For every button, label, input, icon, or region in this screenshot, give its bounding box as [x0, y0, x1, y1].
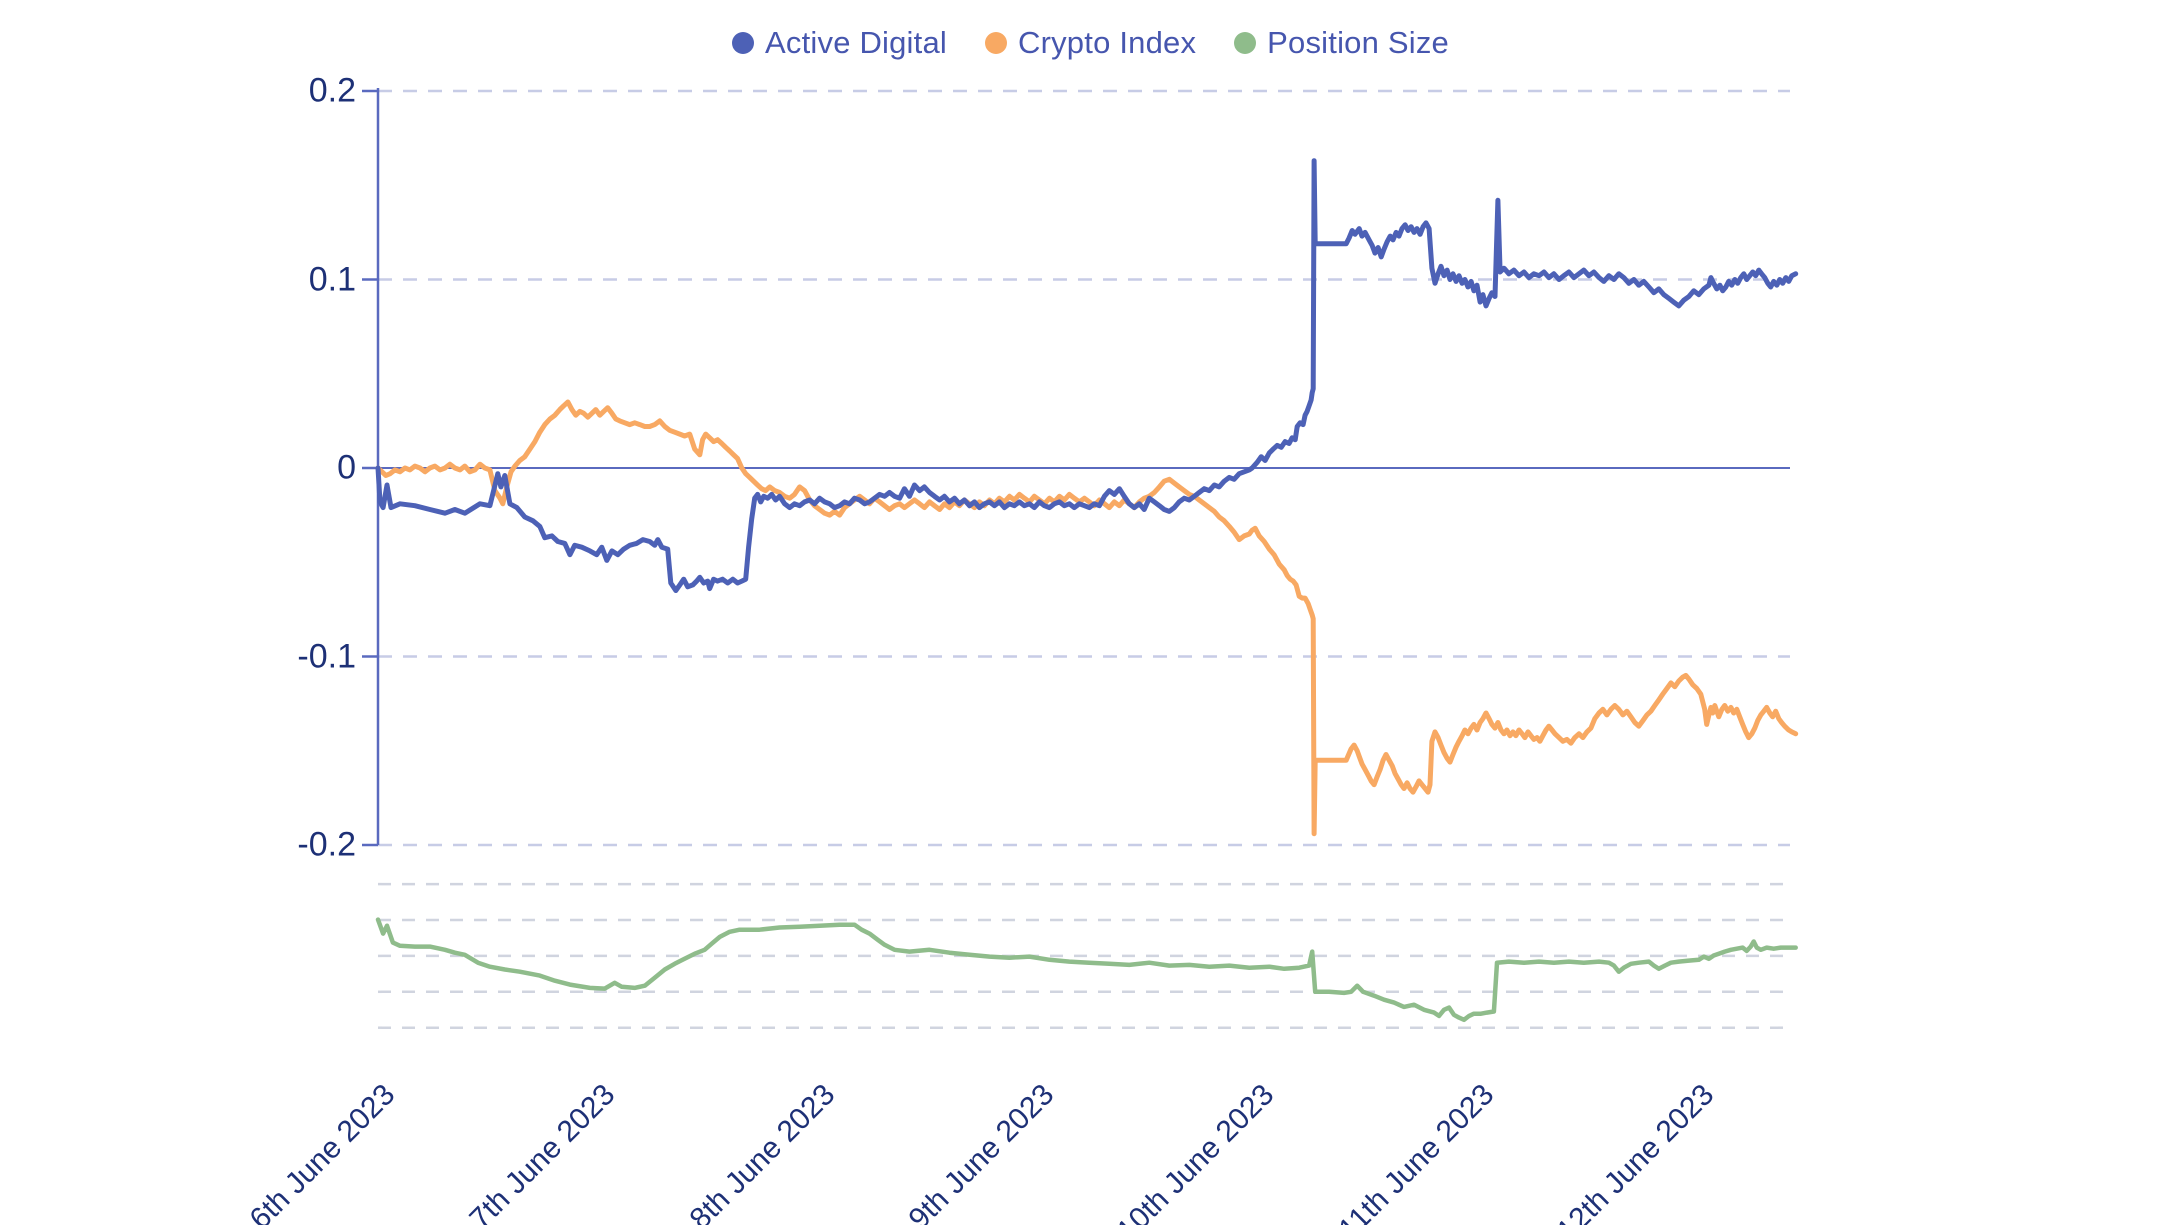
legend-dot-position-size: [1234, 32, 1257, 54]
series-line-active-digital: [375, 158, 1799, 593]
legend-item-active-digital[interactable]: Active Digital: [732, 25, 947, 61]
y-tick-label--0.1: -0.1: [297, 637, 356, 675]
legend-label-crypto-index: Crypto Index: [1018, 25, 1197, 60]
series-line-position-size: [375, 917, 1798, 1023]
legend-label-active-digital: Active Digital: [765, 25, 947, 60]
y-tick-label-0: 0: [337, 448, 356, 487]
legend-dot-active-digital: [732, 32, 755, 54]
chart-legend: Active Digital Crypto Index Position Size: [0, 18, 2181, 68]
y-tick-label-0.2: 0.2: [308, 71, 356, 110]
y-tick-label-0.1: 0.1: [308, 260, 356, 298]
legend-item-position-size[interactable]: Position Size: [1234, 25, 1449, 61]
legend-item-crypto-index[interactable]: Crypto Index: [985, 25, 1196, 61]
series-line-crypto-index: [375, 399, 1799, 837]
y-tick-label--0.2: -0.2: [297, 825, 356, 864]
legend-label-position-size: Position Size: [1267, 25, 1449, 60]
legend-dot-crypto-index: [985, 32, 1007, 54]
